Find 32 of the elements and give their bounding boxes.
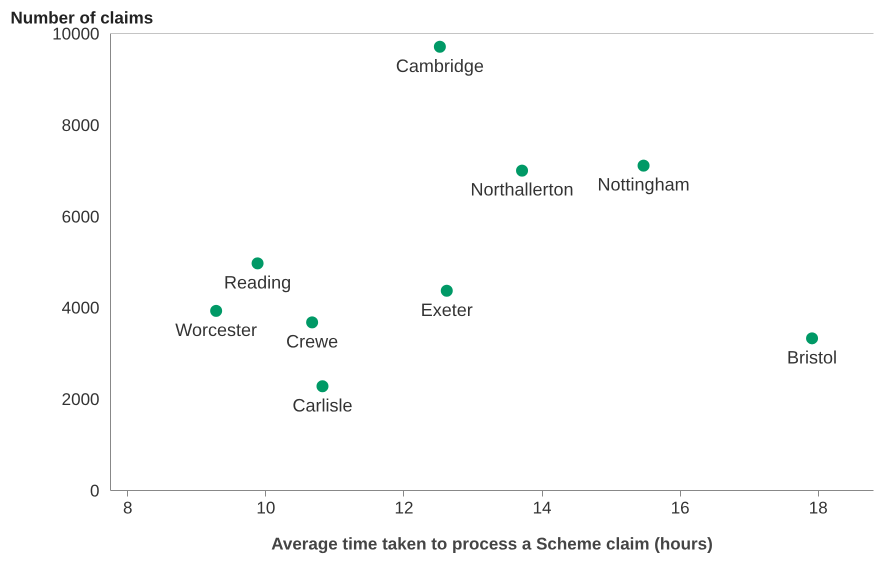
annotation: Worcester	[175, 320, 257, 340]
point	[638, 160, 650, 172]
x-axis-title: Average time taken to process a Scheme claim (hours)	[271, 534, 713, 554]
point	[210, 304, 222, 317]
annotation: Exeter	[420, 300, 473, 320]
point	[306, 316, 318, 328]
annotation: Cambridge	[396, 56, 484, 76]
y-tick-label: 8000	[62, 116, 100, 135]
y-tick-label: 0	[90, 482, 100, 500]
point	[434, 40, 446, 53]
point	[440, 284, 453, 297]
y-tick-label: 4000	[62, 298, 100, 318]
point	[316, 380, 328, 392]
y-axis-title: Number of claims	[10, 8, 154, 28]
x-tick-label: 14	[532, 498, 552, 518]
x-tick-label: 12	[394, 498, 414, 518]
annotation: Carlisle	[292, 395, 352, 416]
x-tick-label: 8	[123, 498, 133, 518]
x-tick-label: 18	[808, 498, 828, 518]
x-tick-label: 10	[256, 498, 276, 518]
point	[806, 332, 818, 344]
x-tick-label: 16	[670, 498, 690, 518]
y-tick-label: 6000	[62, 207, 100, 226]
y-tick-label: 10000	[52, 24, 100, 44]
annotation: Northallerton	[470, 180, 574, 200]
annotation: Nottingham	[598, 174, 690, 195]
annotation: Reading	[224, 272, 292, 292]
point	[516, 164, 528, 177]
y-tick-label: 2000	[62, 390, 100, 410]
point	[252, 257, 264, 270]
annotation: Crewe	[286, 331, 338, 352]
annotation: Bristol	[787, 347, 838, 368]
